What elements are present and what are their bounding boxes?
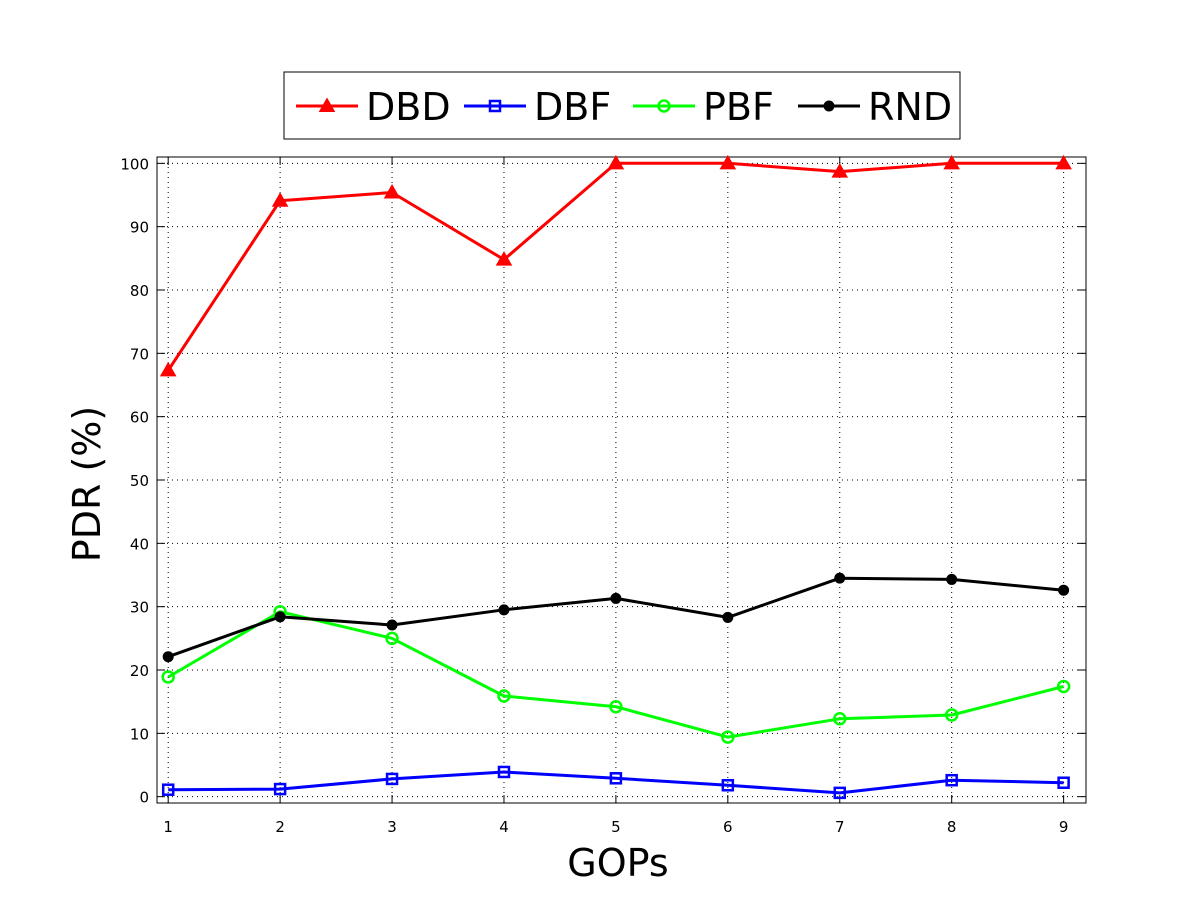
series-dbf-point: [1057, 776, 1070, 789]
series-dbf-point: [609, 772, 623, 785]
series-layer: [159, 154, 1072, 800]
series-dbd-point: [719, 154, 737, 170]
series-pbf-point: [609, 699, 623, 714]
series-dbf-point: [273, 782, 287, 796]
series-dbd-point: [271, 192, 289, 207]
y-tick-label: 100: [120, 155, 149, 173]
series-rnd-point: [834, 572, 846, 584]
series-pbf-point: [944, 708, 959, 722]
series-pbf-point: [1056, 679, 1071, 694]
series-rnd-point: [386, 619, 398, 631]
series-dbd-point: [495, 251, 513, 266]
y-tick-label: 0: [139, 789, 149, 807]
series-pbf-point: [497, 689, 511, 703]
series-rnd-point: [946, 573, 958, 585]
series-dbd: [159, 154, 1072, 377]
y-tick-label: 20: [130, 662, 149, 680]
x-tick-label: 6: [723, 818, 733, 836]
y-tick-label: 90: [130, 219, 149, 237]
x-tick-label: 7: [835, 818, 845, 836]
series-dbd-point: [159, 361, 177, 377]
series-rnd-point: [274, 611, 286, 623]
legend-marker-dbf: [488, 99, 502, 113]
legend-label-dbf: DBF: [534, 85, 611, 129]
series-rnd-point: [1058, 584, 1070, 596]
series-dbf: [161, 765, 1070, 800]
y-tick-label: 10: [130, 725, 149, 743]
series-dbf-point: [161, 783, 175, 796]
x-axis-title: GOPs: [567, 841, 668, 885]
series-dbf-point: [721, 779, 735, 792]
legend-entry-pbf: PBF: [633, 85, 774, 129]
series-dbd-point: [1055, 154, 1072, 170]
axis-ticks: 0 10 20 30 40 50 60 70 80 90 100 1 2 3 4 5 6 7 8 9: [120, 155, 1086, 836]
series-rnd-point: [162, 651, 174, 663]
series-rnd-point: [498, 604, 510, 616]
legend-entry-rnd: RND: [798, 85, 952, 129]
legend-label-pbf: PBF: [703, 85, 774, 129]
series-rnd: [162, 572, 1070, 663]
legend-marker-pbf: [657, 99, 671, 113]
x-tick-label: 3: [387, 818, 397, 836]
series-dbd-point: [607, 154, 625, 170]
x-tick-label: 5: [611, 818, 621, 836]
series-pbf-point: [833, 712, 847, 726]
x-tick-label: 1: [163, 818, 173, 836]
legend-marker-dbd: [318, 97, 336, 112]
y-tick-label: 80: [130, 282, 149, 300]
legend-entry-dbf: DBF: [464, 85, 611, 129]
series-pbf-point: [385, 631, 399, 646]
legend-entries: DBD DBF PBF RND: [296, 85, 952, 129]
series-dbf-point: [385, 772, 399, 786]
legend-label-rnd: RND: [868, 85, 952, 129]
series-dbd-point: [831, 163, 849, 178]
series-dbd-point: [383, 183, 401, 199]
series-dbf-point: [945, 773, 958, 787]
y-tick-label: 30: [130, 599, 149, 617]
series-dbd-point: [943, 154, 960, 170]
series-dbf-line: [168, 770, 1064, 795]
x-tick-label: 4: [499, 818, 509, 836]
legend-label-dbd: DBD: [366, 85, 451, 129]
y-tick-label: 40: [130, 535, 149, 553]
x-tick-label: 8: [947, 818, 957, 836]
series-pbf-point: [721, 730, 735, 744]
series-pbf-point: [161, 670, 175, 684]
y-axis-title: PDR (%): [65, 406, 109, 562]
series-dbf-point: [497, 765, 511, 779]
y-tick-label: 50: [130, 472, 149, 490]
series-rnd-point: [610, 592, 622, 604]
legend: DBD DBF PBF RND: [283, 71, 961, 140]
legend-entry-dbd: DBD: [296, 85, 451, 129]
legend-marker-rnd: [823, 100, 835, 112]
y-tick-label: 60: [130, 409, 149, 427]
x-tick-label: 9: [1059, 818, 1069, 836]
x-tick-label: 2: [275, 818, 285, 836]
y-tick-label: 70: [130, 345, 149, 363]
series-rnd-point: [722, 611, 734, 623]
series-dbf-point: [833, 786, 847, 800]
